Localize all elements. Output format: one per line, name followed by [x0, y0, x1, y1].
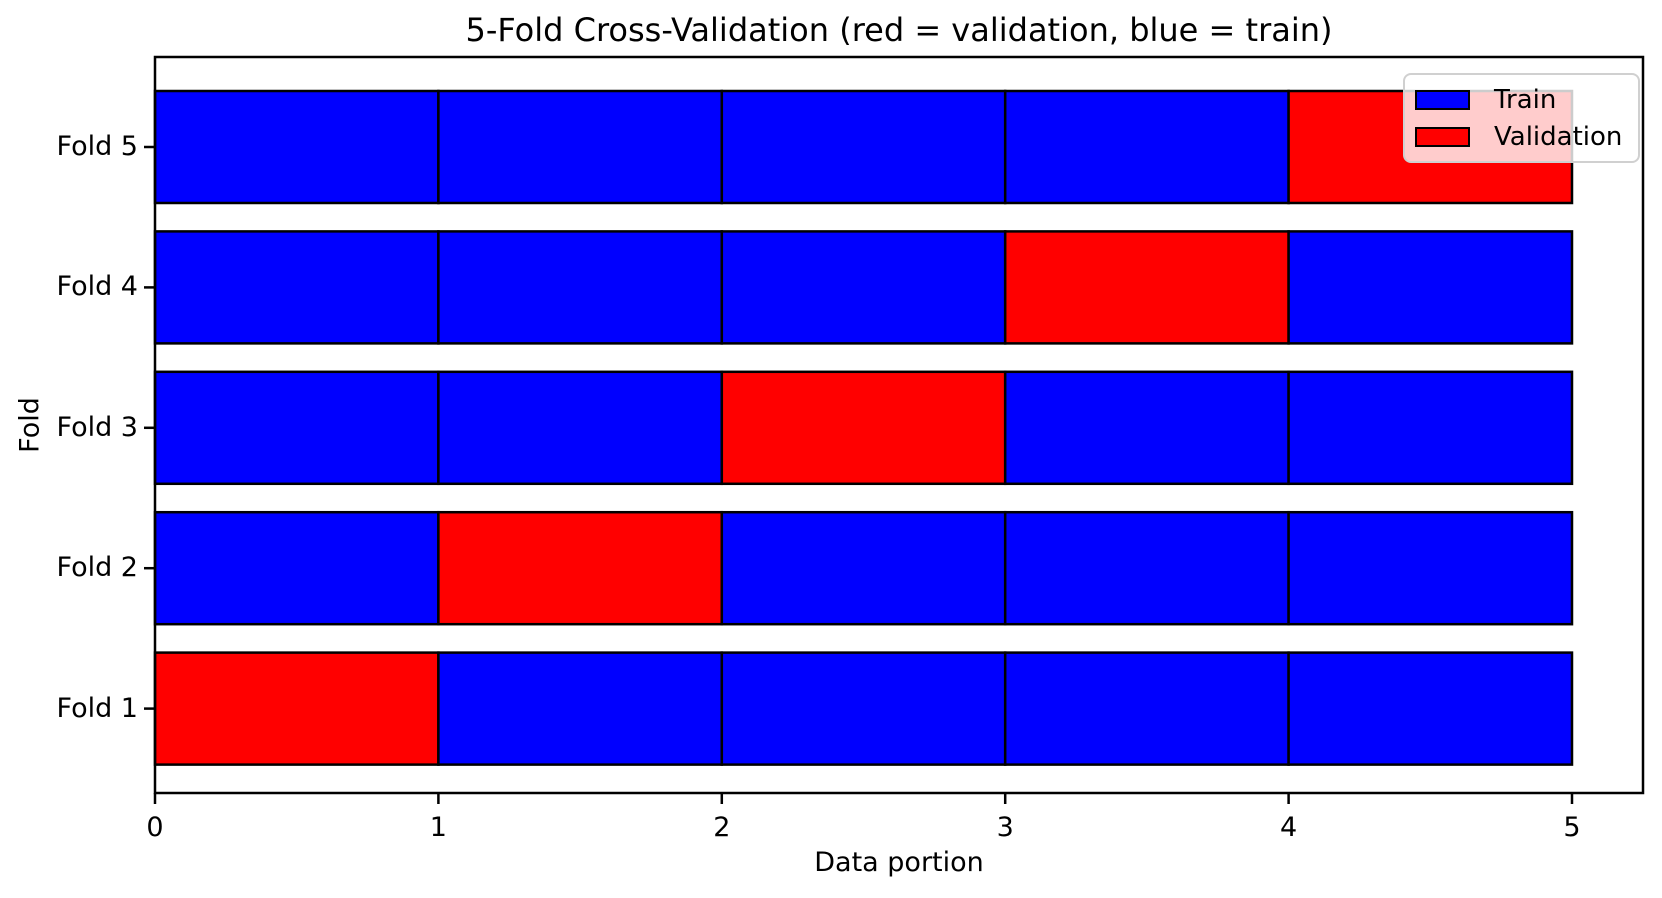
fold-4-segment-5-train: [1287, 230, 1574, 345]
fold-1-segment-3-train: [720, 651, 1007, 766]
fold-4-segment-1-train: [153, 230, 440, 345]
legend-label-validation: Validation: [1494, 121, 1623, 152]
legend-label-train: Train: [1494, 84, 1557, 115]
fold-3-segment-4-train: [1003, 370, 1290, 486]
fold-2-segment-3-train: [720, 510, 1007, 626]
legend: Train Validation: [1403, 73, 1641, 163]
fold-3-segment-3-validation: [720, 370, 1007, 486]
fold-3-segment-2-train: [437, 370, 724, 486]
fold-1-segment-5-train: [1287, 651, 1574, 766]
x-tick-label-4: 4: [1280, 812, 1298, 843]
fold-2-segment-1-train: [153, 510, 440, 626]
axes-spines: [153, 55, 1645, 795]
x-axis-label: Data portion: [814, 847, 984, 878]
fold-4-segment-4-validation: [1003, 230, 1290, 345]
legend-row-train: Train: [1415, 81, 1622, 118]
fold-2-segment-5-train: [1287, 510, 1574, 626]
fold-1-segment-1-validation: [153, 651, 440, 766]
fold-2-segment-4-train: [1003, 510, 1290, 626]
train-color-swatch: [1415, 89, 1470, 110]
fold-5-segment-3-train: [720, 89, 1007, 205]
fold-4-segment-3-train: [720, 230, 1007, 345]
fold-5-segment-1-train: [153, 89, 440, 205]
fold-3-segment-1-train: [153, 370, 440, 486]
x-tick-label-0: 0: [146, 812, 164, 843]
fold-1-segment-4-train: [1003, 651, 1290, 766]
x-tick-label-3: 3: [996, 812, 1014, 843]
fold-5-segment-4-train: [1003, 89, 1290, 205]
y-tick-label-fold-5: Fold 5: [56, 131, 139, 162]
fold-3-segment-5-train: [1287, 370, 1574, 486]
x-tick-label-1: 1: [429, 812, 447, 843]
validation-color-swatch: [1415, 126, 1470, 147]
fold-4-segment-2-train: [437, 230, 724, 345]
fold-5-segment-2-train: [437, 89, 724, 205]
y-tick-label-fold-3: Fold 3: [56, 411, 139, 443]
chart-title: 5-Fold Cross-Validation (red = validatio…: [465, 11, 1333, 49]
y-tick-label-fold-2: Fold 2: [56, 552, 139, 584]
x-tick-label-2: 2: [713, 812, 731, 843]
x-tick-label-5: 5: [1563, 812, 1581, 843]
legend-row-validation: Validation: [1415, 118, 1622, 155]
fold-1-segment-2-train: [437, 651, 724, 766]
y-tick-label-fold-4: Fold 4: [56, 271, 139, 303]
y-tick-label-fold-1: Fold 1: [56, 692, 139, 724]
fold-2-segment-2-validation: [437, 510, 724, 626]
